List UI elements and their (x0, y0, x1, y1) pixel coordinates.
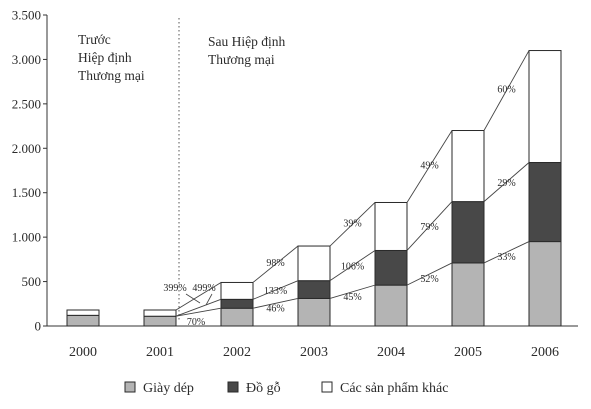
bar-segment (374, 284, 408, 327)
growth-label: 52% (420, 274, 438, 285)
growth-connector (175, 307, 222, 317)
growth-connector (329, 250, 376, 282)
annotation-arrow (185, 293, 201, 304)
legend-swatch (321, 381, 333, 393)
bar-segment (451, 201, 485, 264)
x-tick-label: 2002 (223, 345, 251, 360)
bars (66, 50, 562, 327)
bar-segment (374, 249, 408, 286)
y-tick-label: 0 (35, 319, 42, 334)
connector-lines (175, 50, 530, 317)
x-tick-label: 2001 (146, 345, 174, 360)
x-tick-label: 2004 (377, 345, 405, 360)
bar-segment (143, 315, 177, 327)
growth-label: 33% (497, 252, 515, 263)
growth-label: 39% (343, 218, 361, 229)
before-agreement-note: Hiệp định (78, 50, 132, 65)
legend-label: Giày dép (143, 381, 194, 396)
growth-label: 133% (264, 286, 287, 297)
growth-label: 60% (497, 85, 515, 96)
y-tick-label: 2.500 (12, 96, 41, 111)
legend-label: Đồ gỗ (246, 381, 281, 396)
legend-swatch (227, 381, 239, 393)
growth-label: 399% (163, 283, 186, 294)
growth-label: 106% (341, 262, 364, 273)
growth-connector (406, 201, 453, 251)
after-agreement-note: Sau Hiệp định (208, 34, 285, 49)
legend-swatch (124, 381, 136, 393)
x-tick-label: 2006 (531, 345, 559, 360)
y-tick-label: 2.000 (12, 141, 41, 156)
legend-label: Các sản phẩm khác (340, 381, 448, 396)
bar-segment (220, 298, 254, 309)
annotation-arrow (205, 293, 213, 306)
bar-segment (66, 314, 100, 327)
growth-connector (483, 50, 530, 131)
growth-connector (483, 162, 530, 202)
growth-label: 79% (420, 222, 438, 233)
x-tick-label: 2003 (300, 345, 328, 360)
bar-segment (528, 162, 562, 243)
y-tick-label: 500 (22, 274, 42, 289)
growth-connector (329, 202, 376, 247)
growth-connector (175, 298, 222, 317)
growth-connector (406, 262, 453, 286)
y-tick-label: 1.000 (12, 230, 41, 245)
before-agreement-note: Thương mại (78, 68, 145, 83)
growth-label: 70% (187, 317, 205, 328)
before-agreement-note: Trước (78, 32, 111, 47)
after-agreement-note: Thương mại (208, 52, 275, 67)
bar-segment (528, 50, 562, 164)
growth-label: 45% (343, 292, 361, 303)
bar-segment (297, 297, 331, 327)
x-tick-label: 2000 (69, 345, 97, 360)
bar-segment (220, 307, 254, 327)
bar-segment (451, 262, 485, 327)
bar-segment (66, 309, 100, 316)
growth-label: 499% (192, 283, 215, 294)
growth-connector (252, 298, 299, 309)
bar-segment (374, 201, 408, 251)
growth-connector (175, 282, 222, 311)
growth-label: 46% (266, 303, 284, 314)
growth-label: 29% (497, 178, 515, 189)
bar-segment (297, 245, 331, 282)
legend: Giày dép Đồ gỗ Các sản phẩm khác (124, 381, 448, 396)
bar-segment (143, 309, 177, 317)
period-notes: Trước Hiệp định Thương mại Sau Hiệp định Thư… (78, 18, 285, 322)
growth-annotations: 399% 499% 70% 98% 133% 46% 39% 106% 45% 49% 79% 52%… (163, 85, 515, 328)
y-tick-label: 3.500 (12, 8, 41, 23)
growth-connector (329, 284, 376, 299)
y-tick-label: 1.500 (12, 185, 41, 200)
bar-segment (528, 241, 562, 327)
bar-segment (297, 280, 331, 299)
growth-connector (252, 280, 299, 300)
bar-segment (451, 130, 485, 203)
axes: 0 500 1.000 1.500 2.000 2.500 3.000 3.500 2000 20… (12, 8, 578, 360)
growth-connector (406, 130, 453, 203)
bar-segment (220, 281, 254, 300)
growth-label: 49% (420, 161, 438, 172)
x-tick-label: 2005 (454, 345, 482, 360)
growth-connector (252, 245, 299, 283)
growth-label: 98% (266, 258, 284, 269)
y-tick-label: 3.000 (12, 52, 41, 67)
growth-connector (483, 241, 530, 264)
